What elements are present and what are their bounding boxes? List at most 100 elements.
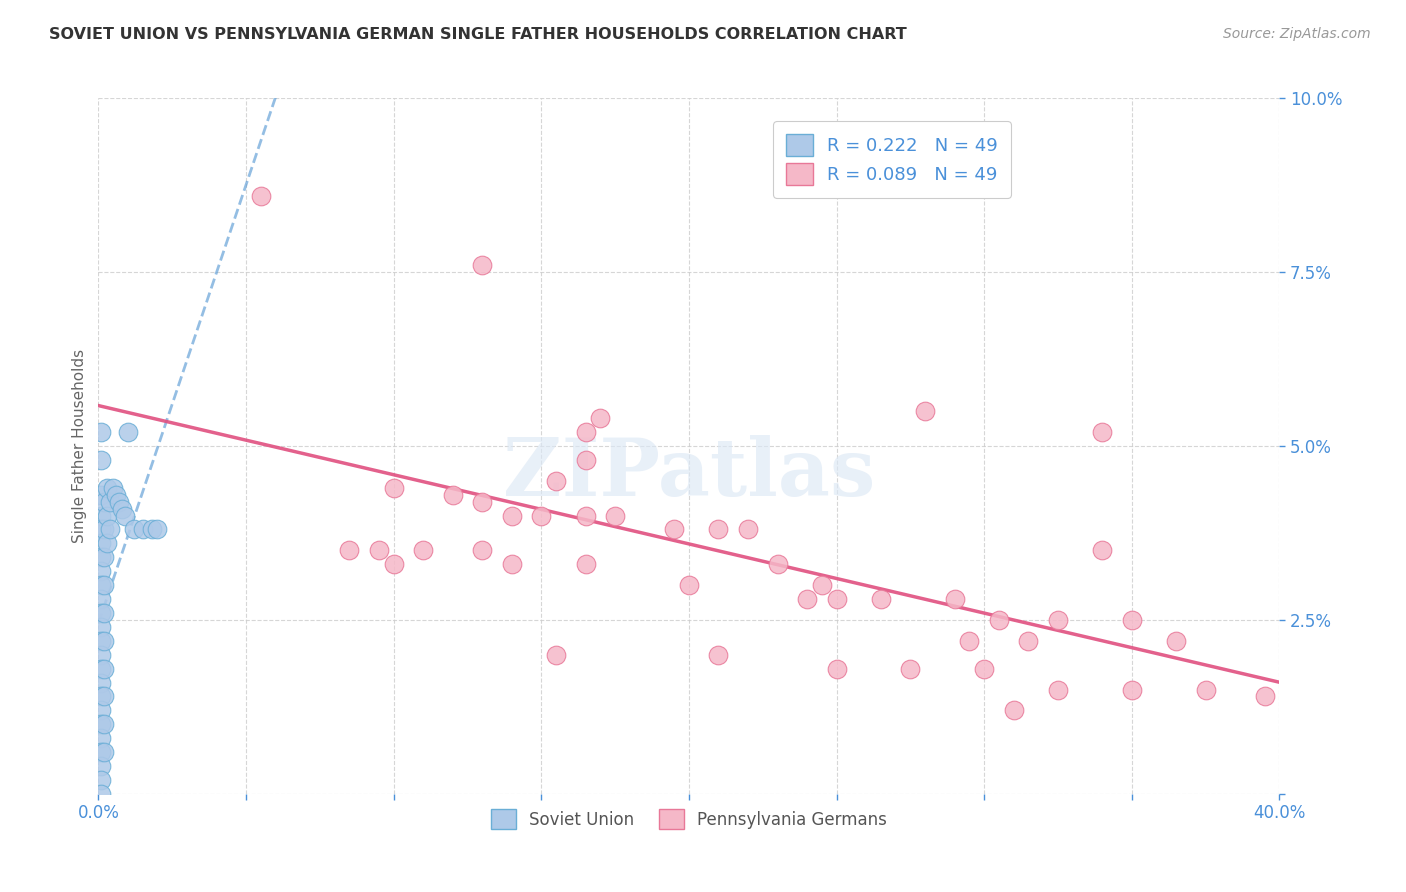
Point: [90, 564, 112, 578]
Point: [117, 425, 139, 439]
Point: [1091, 425, 1114, 439]
Point: [1121, 682, 1143, 697]
Point: [93, 690, 115, 704]
Point: [959, 633, 981, 648]
Point: [900, 662, 922, 676]
Point: [870, 592, 893, 607]
Point: [575, 508, 598, 523]
Point: [90, 772, 112, 787]
Y-axis label: Single Father Households: Single Father Households: [72, 349, 87, 543]
Point: [501, 558, 523, 572]
Point: [1121, 613, 1143, 627]
Point: [914, 404, 936, 418]
Point: [546, 648, 568, 662]
Legend: Soviet Union, Pennsylvania Germans: Soviet Union, Pennsylvania Germans: [482, 801, 896, 838]
Point: [90, 536, 112, 550]
Point: [1091, 543, 1114, 558]
Point: [93, 550, 115, 565]
Point: [339, 543, 361, 558]
Point: [810, 578, 832, 592]
Point: [678, 578, 700, 592]
Point: [90, 523, 112, 537]
Point: [132, 523, 155, 537]
Point: [103, 481, 125, 495]
Point: [441, 488, 464, 502]
Point: [146, 523, 169, 537]
Point: [605, 508, 627, 523]
Point: [90, 662, 112, 676]
Point: [90, 550, 112, 565]
Point: [90, 675, 112, 690]
Point: [943, 592, 966, 607]
Point: [382, 558, 405, 572]
Point: [96, 481, 118, 495]
Point: [96, 508, 118, 523]
Point: [90, 731, 112, 746]
Point: [250, 188, 273, 202]
Point: [90, 633, 112, 648]
Point: [530, 508, 553, 523]
Point: [93, 523, 115, 537]
Point: [108, 494, 131, 508]
Point: [1195, 682, 1218, 697]
Point: [501, 508, 523, 523]
Point: [382, 481, 405, 495]
Point: [93, 633, 115, 648]
Point: [546, 474, 568, 488]
Point: [111, 501, 134, 516]
Point: [90, 592, 112, 607]
Point: [93, 606, 115, 620]
Point: [575, 453, 598, 467]
Point: [664, 523, 686, 537]
Text: SOVIET UNION VS PENNSYLVANIA GERMAN SINGLE FATHER HOUSEHOLDS CORRELATION CHART: SOVIET UNION VS PENNSYLVANIA GERMAN SING…: [49, 27, 907, 42]
Text: Source: ZipAtlas.com: Source: ZipAtlas.com: [1223, 27, 1371, 41]
Point: [1046, 613, 1070, 627]
Point: [90, 606, 112, 620]
Point: [1254, 690, 1277, 704]
Point: [707, 523, 730, 537]
Point: [90, 759, 112, 773]
Point: [1166, 633, 1188, 648]
Point: [575, 558, 598, 572]
Point: [90, 620, 112, 634]
Point: [98, 494, 121, 508]
Point: [707, 648, 730, 662]
Point: [825, 592, 848, 607]
Point: [90, 578, 112, 592]
Text: ZIPatlas: ZIPatlas: [503, 434, 875, 513]
Point: [589, 411, 612, 425]
Point: [114, 508, 136, 523]
Point: [98, 523, 121, 537]
Point: [1046, 682, 1070, 697]
Point: [90, 488, 112, 502]
Point: [90, 717, 112, 731]
Point: [988, 613, 1011, 627]
Point: [471, 258, 494, 272]
Point: [1018, 633, 1040, 648]
Point: [737, 523, 759, 537]
Point: [90, 648, 112, 662]
Point: [471, 543, 494, 558]
Point: [575, 425, 598, 439]
Point: [90, 453, 112, 467]
Point: [90, 703, 112, 717]
Point: [105, 488, 128, 502]
Point: [90, 690, 112, 704]
Point: [825, 662, 848, 676]
Point: [90, 508, 112, 523]
Point: [1002, 703, 1025, 717]
Point: [471, 494, 494, 508]
Point: [93, 494, 115, 508]
Point: [90, 745, 112, 759]
Point: [766, 558, 789, 572]
Point: [412, 543, 434, 558]
Point: [96, 536, 118, 550]
Point: [368, 543, 391, 558]
Point: [796, 592, 818, 607]
Point: [90, 425, 112, 439]
Point: [122, 523, 145, 537]
Point: [93, 578, 115, 592]
Point: [93, 745, 115, 759]
Point: [973, 662, 995, 676]
Point: [93, 717, 115, 731]
